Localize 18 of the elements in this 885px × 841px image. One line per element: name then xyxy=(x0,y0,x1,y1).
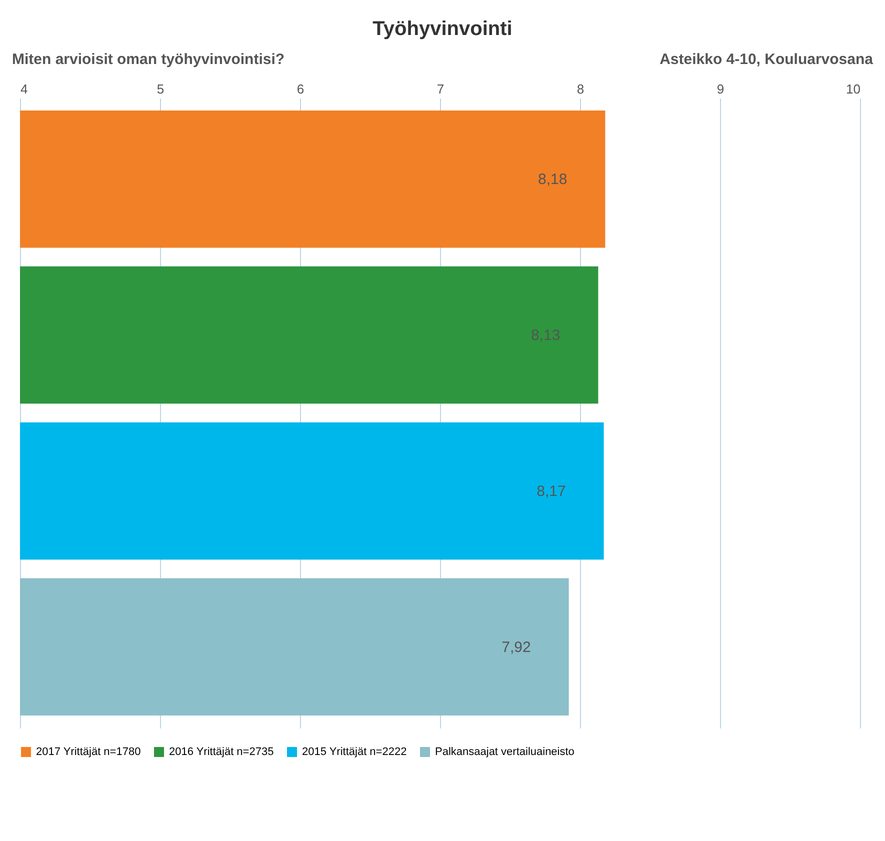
legend-label: 2017 Yrittäjät n=1780 xyxy=(36,746,141,758)
legend-label: 2016 Yrittäjät n=2735 xyxy=(169,746,274,758)
x-tick-label: 4 xyxy=(20,82,28,96)
x-tick-label: 8 xyxy=(576,82,584,96)
x-tick-label: 7 xyxy=(436,82,444,96)
x-tick-label: 10 xyxy=(846,82,860,96)
legend-label: 2015 Yrittäjät n=2222 xyxy=(302,746,407,758)
data-label: 8,13 xyxy=(530,327,560,344)
chart-subtitle: Miten arvioisit oman työhyvinvointisi? xyxy=(12,51,285,68)
chart-title: Työhyvinvointi xyxy=(372,18,514,41)
data-label: 8,18 xyxy=(538,171,568,188)
text: Asteikko 4-10, Kouluarvosana xyxy=(660,51,873,68)
x-tick-label: 6 xyxy=(296,82,304,96)
legend-label: Palkansaajat vertailuaineisto xyxy=(435,746,574,758)
data-label: 8,17 xyxy=(536,482,566,500)
data-label: 7,92 xyxy=(502,638,531,656)
x-tick-label: 5 xyxy=(156,82,164,96)
x-tick-label: 9 xyxy=(716,82,724,96)
